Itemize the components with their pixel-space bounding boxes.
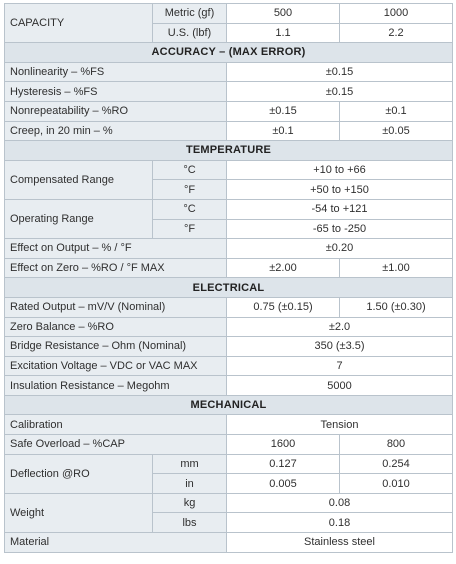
safe-overload-row: Safe Overload – %CAP 1600 800 bbox=[4, 434, 453, 455]
nonrepeatability-value-1: ±0.15 bbox=[226, 100, 340, 122]
operating-range-row-c: Operating Range °C -54 to +121 bbox=[4, 198, 453, 240]
operating-range-label: Operating Range bbox=[4, 198, 153, 240]
compensated-range-row-c: Compensated Range °C +10 to +66 bbox=[4, 159, 453, 200]
deflection-in-unit: in bbox=[152, 473, 227, 494]
operating-f-unit: °F bbox=[152, 218, 227, 240]
excitation-voltage-row: Excitation Voltage – VDC or VAC MAX 7 bbox=[4, 355, 453, 377]
bridge-resistance-row: Bridge Resistance – Ohm (Nominal) 350 (±… bbox=[4, 336, 453, 357]
effect-output-value: ±0.20 bbox=[226, 238, 453, 259]
bridge-resistance-label: Bridge Resistance – Ohm (Nominal) bbox=[4, 336, 227, 357]
calibration-label: Calibration bbox=[4, 414, 227, 436]
insulation-resistance-label: Insulation Resistance – Megohm bbox=[4, 375, 227, 396]
spec-table: CAPACITY Metric (gf) 500 1000 U.S. (lbf)… bbox=[4, 2, 453, 553]
material-label: Material bbox=[4, 532, 227, 553]
hysteresis-row: Hysteresis – %FS ±0.15 bbox=[4, 81, 453, 102]
section-title-mechanical: MECHANICAL bbox=[4, 394, 453, 416]
deflection-row-mm: Deflection @RO mm 0.127 0.254 bbox=[4, 453, 453, 494]
zero-balance-label: Zero Balance – %RO bbox=[4, 316, 227, 338]
rated-output-label: Rated Output – mV/V (Nominal) bbox=[4, 296, 227, 318]
compensated-range-label: Compensated Range bbox=[4, 159, 153, 200]
insulation-resistance-value: 5000 bbox=[226, 375, 453, 396]
deflection-mm-unit: mm bbox=[152, 453, 227, 475]
operating-c-value: -54 to +121 bbox=[226, 198, 453, 220]
capacity-metric-1000: 1000 bbox=[339, 3, 453, 24]
deflection-row-in: in 0.005 0.010 bbox=[5, 473, 453, 494]
rated-output-value-2: 1.50 (±0.30) bbox=[339, 296, 453, 318]
deflection-in-value-1: 0.005 bbox=[226, 473, 340, 494]
deflection-in-value-2: 0.010 bbox=[339, 473, 453, 494]
compensated-range-row-f: °F +50 to +150 bbox=[5, 179, 453, 200]
capacity-row-metric: CAPACITY Metric (gf) 500 1000 bbox=[4, 2, 453, 44]
capacity-label: CAPACITY bbox=[4, 2, 153, 44]
weight-kg-unit: kg bbox=[152, 492, 227, 514]
compensated-c-value: +10 to +66 bbox=[226, 159, 453, 181]
operating-c-unit: °C bbox=[152, 198, 227, 220]
weight-label: Weight bbox=[4, 492, 153, 534]
effect-zero-row: Effect on Zero – %RO / °F MAX ±2.00 ±1.0… bbox=[4, 257, 453, 279]
section-title-electrical: ELECTRICAL bbox=[4, 277, 453, 298]
safe-overload-value-2: 800 bbox=[339, 434, 453, 455]
nonlinearity-label: Nonlinearity – %FS bbox=[4, 61, 227, 83]
excitation-voltage-value: 7 bbox=[226, 355, 453, 377]
compensated-f-value: +50 to +150 bbox=[226, 179, 453, 200]
weight-lbs-value: 0.18 bbox=[226, 512, 453, 534]
creep-value-1: ±0.1 bbox=[226, 120, 340, 142]
effect-output-row: Effect on Output – % / °F ±0.20 bbox=[4, 238, 453, 259]
material-row: Material Stainless steel bbox=[4, 532, 453, 553]
safe-overload-label: Safe Overload – %CAP bbox=[4, 434, 227, 455]
calibration-row: Calibration Tension bbox=[4, 414, 453, 436]
weight-row-kg: Weight kg 0.08 bbox=[4, 492, 453, 534]
weight-lbs-unit: lbs bbox=[152, 512, 227, 534]
hysteresis-label: Hysteresis – %FS bbox=[4, 81, 227, 102]
zero-balance-row: Zero Balance – %RO ±2.0 bbox=[4, 316, 453, 338]
effect-zero-value-1: ±2.00 bbox=[226, 257, 340, 279]
nonlinearity-row: Nonlinearity – %FS ±0.15 bbox=[4, 61, 453, 83]
safe-overload-value-1: 1600 bbox=[226, 434, 340, 455]
calibration-value: Tension bbox=[226, 414, 453, 436]
creep-label: Creep, in 20 min – % bbox=[4, 120, 227, 142]
section-electrical: ELECTRICAL bbox=[4, 277, 453, 298]
weight-kg-value: 0.08 bbox=[226, 492, 453, 514]
material-value: Stainless steel bbox=[226, 532, 453, 553]
nonrepeatability-label: Nonrepeatability – %RO bbox=[4, 100, 227, 122]
insulation-resistance-row: Insulation Resistance – Megohm 5000 bbox=[4, 375, 453, 396]
deflection-mm-value-1: 0.127 bbox=[226, 453, 340, 475]
operating-f-value: -65 to -250 bbox=[226, 218, 453, 240]
rated-output-row: Rated Output – mV/V (Nominal) 0.75 (±0.1… bbox=[4, 296, 453, 318]
compensated-f-unit: °F bbox=[152, 179, 227, 200]
section-mechanical: MECHANICAL bbox=[4, 394, 453, 416]
capacity-us-1: 1.1 bbox=[226, 22, 340, 44]
nonlinearity-value: ±0.15 bbox=[226, 61, 453, 83]
deflection-mm-value-2: 0.254 bbox=[339, 453, 453, 475]
rated-output-value-1: 0.75 (±0.15) bbox=[226, 296, 340, 318]
excitation-voltage-label: Excitation Voltage – VDC or VAC MAX bbox=[4, 355, 227, 377]
bridge-resistance-value: 350 (±3.5) bbox=[226, 336, 453, 357]
section-title-accuracy: ACCURACY – (MAX ERROR) bbox=[4, 42, 453, 63]
capacity-us-2: 2.2 bbox=[339, 22, 453, 44]
capacity-metric-500: 500 bbox=[226, 3, 340, 24]
section-accuracy: ACCURACY – (MAX ERROR) bbox=[4, 42, 453, 63]
creep-value-2: ±0.05 bbox=[339, 120, 453, 142]
us-unit-label: U.S. (lbf) bbox=[152, 22, 227, 44]
section-title-temperature: TEMPERATURE bbox=[4, 140, 453, 161]
hysteresis-value: ±0.15 bbox=[226, 81, 453, 102]
deflection-label: Deflection @RO bbox=[4, 453, 153, 494]
creep-row: Creep, in 20 min – % ±0.1 ±0.05 bbox=[4, 120, 453, 142]
section-temperature: TEMPERATURE bbox=[4, 140, 453, 161]
effect-zero-value-2: ±1.00 bbox=[339, 257, 453, 279]
effect-zero-label: Effect on Zero – %RO / °F MAX bbox=[4, 257, 227, 279]
effect-output-label: Effect on Output – % / °F bbox=[4, 238, 227, 259]
metric-unit-label: Metric (gf) bbox=[152, 3, 227, 24]
capacity-row-us: U.S. (lbf) 1.1 2.2 bbox=[5, 22, 453, 44]
compensated-c-unit: °C bbox=[152, 159, 227, 181]
nonrepeatability-value-2: ±0.1 bbox=[339, 100, 453, 122]
zero-balance-value: ±2.0 bbox=[226, 316, 453, 338]
nonrepeatability-row: Nonrepeatability – %RO ±0.15 ±0.1 bbox=[4, 100, 453, 122]
